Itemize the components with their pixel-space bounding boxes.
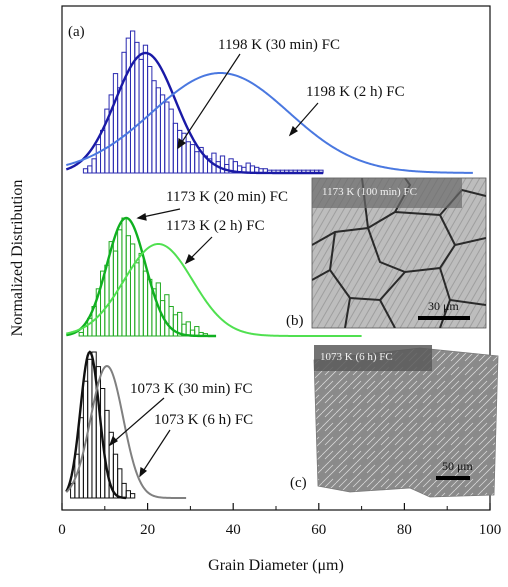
histogram-bar [82,168,89,174]
histogram-bar [121,482,127,499]
histogram-bar [78,331,84,337]
grain-boundaries [312,178,486,328]
histogram-bar [129,30,136,174]
histogram-bar [125,235,131,337]
x-tick-label: 60 [311,522,326,538]
inset-c-title: 1073 K (6 h) FC [320,351,393,363]
inset-b-title: 1173 K (100 min) FC [322,186,417,198]
histogram-bar [87,165,93,174]
label-1198-30min: 1198 K (30 min) FC [218,37,340,53]
label-1173-20min: 1173 K (20 min) FC [166,189,288,205]
histogram-bar [121,51,127,174]
panel-b [66,216,362,338]
histogram-bar [134,41,140,174]
histogram-bar [104,264,110,337]
histogram-bar [125,37,131,174]
histogram-bar [129,493,136,499]
histogram-bar [168,306,174,337]
histogram-bar [138,252,144,337]
x-tick-label: 100 [479,522,502,538]
x-axis: 0 20 40 60 80 100 [58,503,501,538]
histogram-bar [194,326,200,337]
histogram-bar [117,87,123,174]
arrows [108,53,319,478]
histogram-bar [219,155,226,174]
histogram-bar [134,262,140,337]
x-tick-label: 80 [397,522,412,538]
histogram-bar [142,270,149,337]
fit-curve-b-1 [66,242,362,337]
inset-c: 1073 K (6 h) FC 50 μm [313,345,499,498]
histogram-bar [125,490,131,499]
histogram-bar [91,158,97,174]
x-tick-label: 40 [226,522,241,538]
x-axis-title: Grain Diameter (μm) [208,557,344,574]
histogram-bar [117,468,123,499]
histogram-bar [138,58,144,174]
inset-c-scalebar-label: 50 μm [442,459,473,473]
arrow-1073-6h [139,429,171,477]
histogram-bar [189,144,196,174]
histogram-bar [155,87,161,174]
panel-tag-a: (a) [68,24,85,40]
histogram-bar [129,243,136,337]
plots-layer [65,30,473,500]
panel-tag-b: (b) [286,313,304,329]
histogram-bar [172,122,179,174]
fit-curve-c-1 [65,364,187,499]
label-1073-30min: 1073 K (30 min) FC [130,381,253,397]
histogram-bar [159,94,166,174]
fit-curve-b-0 [66,216,217,338]
histogram-bar [185,141,191,174]
y-axis-title: Normalized Distribution [9,180,26,337]
histogram-bar [142,44,149,174]
label-1173-2h: 1173 K (2 h) FC [166,218,265,234]
panel-c [65,350,187,500]
histogram-bar [164,101,170,174]
histogram-bar [185,321,191,337]
histogram-bar [164,294,170,337]
histogram-bar [151,80,157,174]
fit-curve-c-0 [65,350,127,500]
inset-b: 1173 K (100 min) FC 30 μm [311,177,487,329]
label-1198-2h: 1198 K (2 h) FC [306,84,405,100]
fit-curve-a-0 [65,51,324,175]
x-tick-label: 20 [140,522,155,538]
arrow-1073-30min [109,397,165,446]
x-tick-label: 0 [58,522,66,538]
label-1073-6h: 1073 K (6 h) FC [154,412,253,428]
histogram-bar [147,66,153,174]
panel-a [65,30,473,175]
histogram-bar [95,144,102,174]
panel-tag-c: (c) [290,475,307,491]
inset-b-scalebar-label: 30 μm [428,299,459,313]
histogram-bar [168,108,174,174]
arrow-1198-30min [177,53,241,149]
histogram-bar [194,151,200,174]
histogram-bar [177,129,183,174]
histogram-bar [112,73,119,174]
fit-curve-a-1 [66,71,473,174]
